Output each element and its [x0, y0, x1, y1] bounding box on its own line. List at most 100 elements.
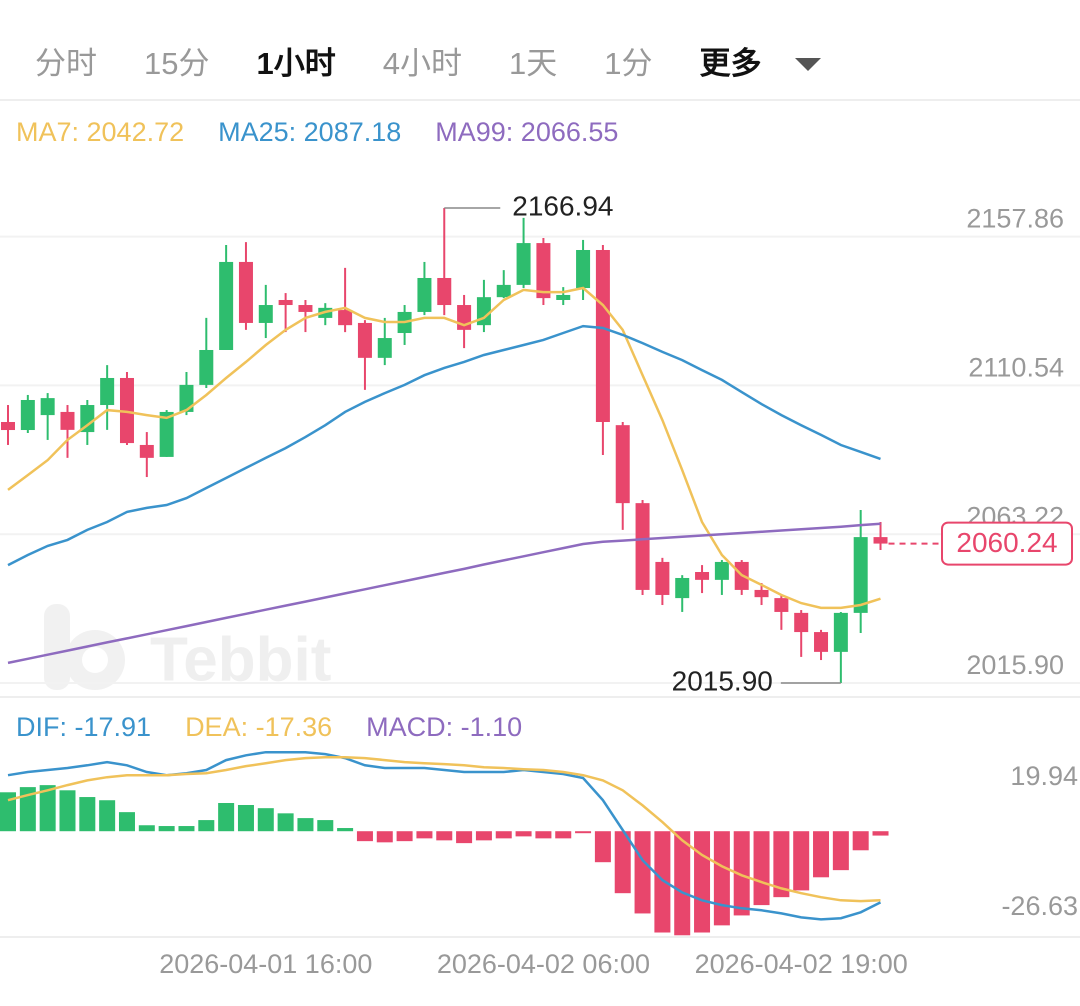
- legend-entry: DEA: -17.36: [185, 712, 333, 742]
- ma-line: [7, 286, 881, 610]
- ma-line: [7, 324, 881, 567]
- candle-body: [199, 349, 214, 385]
- macd-bar: [376, 831, 393, 843]
- interval-tab[interactable]: 1小时: [256, 46, 336, 81]
- candle-body: [357, 322, 372, 358]
- candle-body: [853, 537, 868, 613]
- x-tick-label: 2026-04-02 19:00: [695, 949, 908, 979]
- candle-body: [179, 384, 194, 412]
- y-tick-label: 19.94: [1010, 761, 1078, 791]
- interval-tab[interactable]: 1分: [604, 46, 653, 81]
- macd-bar: [634, 831, 651, 914]
- macd-bar: [475, 831, 492, 841]
- macd-bar: [317, 820, 334, 832]
- candle-body: [40, 398, 55, 416]
- macd-bar: [118, 812, 135, 832]
- candle-body: [754, 589, 769, 598]
- candle-body: [556, 294, 571, 300]
- candle-body: [377, 338, 392, 358]
- candle-body: [417, 277, 432, 312]
- legend-entry: DIF: -17.91: [16, 712, 152, 742]
- macd-bar: [297, 818, 314, 832]
- macd-line: [7, 756, 881, 903]
- interval-tabs: 分时 15分 1小时 4小时 1天 1分 更多: [35, 42, 822, 86]
- candle-body: [437, 277, 452, 306]
- candle-body: [655, 561, 670, 595]
- candle-body: [159, 411, 174, 457]
- macd-bar: [396, 831, 413, 842]
- macd-bar: [713, 831, 730, 926]
- x-tick-label: 2026-04-01 16:00: [159, 949, 372, 979]
- candle-body: [595, 249, 610, 423]
- interval-tab[interactable]: 更多: [699, 42, 822, 86]
- candle-body: [238, 261, 253, 323]
- macd-bar: [694, 831, 711, 933]
- candle-body: [675, 577, 690, 599]
- macd-bar: [753, 831, 770, 906]
- candle-body: [794, 612, 809, 633]
- y-tick-label: 2110.54: [968, 353, 1064, 383]
- extreme-label: 2015.90: [672, 665, 773, 696]
- macd-bar: [793, 831, 810, 891]
- candle-body: [278, 299, 293, 306]
- candle-body: [576, 249, 591, 289]
- legend-entry: MA99: 2066.55: [435, 117, 619, 147]
- macd-bar: [356, 831, 373, 842]
- macd-bar: [178, 826, 195, 832]
- y-tick-label: 2015.90: [966, 650, 1064, 680]
- macd-bar: [138, 825, 155, 832]
- macd-bar: [257, 808, 274, 832]
- legend-entry: MACD: -1.10: [366, 712, 523, 742]
- legend-entry: MA7: 2042.72: [16, 117, 185, 147]
- macd-bar: [674, 831, 691, 936]
- candle-body: [615, 425, 630, 504]
- candle-body: [496, 284, 511, 298]
- candle-body: [516, 243, 531, 285]
- ma-line: [7, 522, 881, 665]
- macd-bar: [832, 831, 849, 871]
- candle-body: [139, 444, 154, 458]
- candle-body: [338, 310, 353, 326]
- interval-tab[interactable]: 1天: [508, 46, 558, 81]
- macd-bar: [872, 831, 889, 836]
- macd-bar: [773, 831, 790, 898]
- candle-body: [60, 411, 75, 430]
- macd-bar: [39, 785, 56, 832]
- last-price-box: [941, 521, 1073, 566]
- macd-bar: [218, 803, 235, 832]
- candle-body: [119, 377, 134, 444]
- candle-body: [635, 503, 650, 590]
- macd-bar: [654, 831, 671, 933]
- macd-bar: [158, 826, 175, 832]
- extreme-label: 2166.94: [512, 190, 613, 221]
- interval-tab[interactable]: 4小时: [382, 46, 462, 81]
- interval-tab[interactable]: 分时: [35, 46, 97, 81]
- legend-entry: MA25: 2087.18: [218, 117, 402, 147]
- macd-bar: [813, 831, 830, 878]
- interval-tab[interactable]: 15分: [144, 46, 210, 81]
- macd-bar: [337, 828, 354, 832]
- macd-bar: [535, 831, 552, 839]
- candle-body: [695, 572, 710, 580]
- macd-legend: DIF: -17.91 DEA: -17.36 MACD: -1.10: [16, 712, 522, 743]
- watermark: Tebbit: [150, 625, 331, 694]
- macd-bar: [456, 831, 473, 844]
- macd-bar: [277, 813, 294, 832]
- macd-line: [7, 750, 882, 921]
- macd-bar: [0, 792, 16, 832]
- macd-bar: [555, 831, 572, 839]
- candle-body: [219, 261, 234, 350]
- x-tick-label: 2026-04-02 06:00: [437, 949, 650, 979]
- candle-body: [833, 612, 848, 652]
- candle-body: [536, 243, 551, 299]
- macd-bar: [99, 800, 116, 832]
- candle-body: [814, 632, 829, 652]
- macd-bar: [594, 831, 611, 863]
- macd-bar: [59, 790, 76, 832]
- candle-body: [1, 422, 15, 431]
- macd-bar: [852, 831, 869, 851]
- candle-body: [258, 305, 273, 323]
- macd-bar: [495, 831, 512, 839]
- macd-bar: [515, 831, 532, 837]
